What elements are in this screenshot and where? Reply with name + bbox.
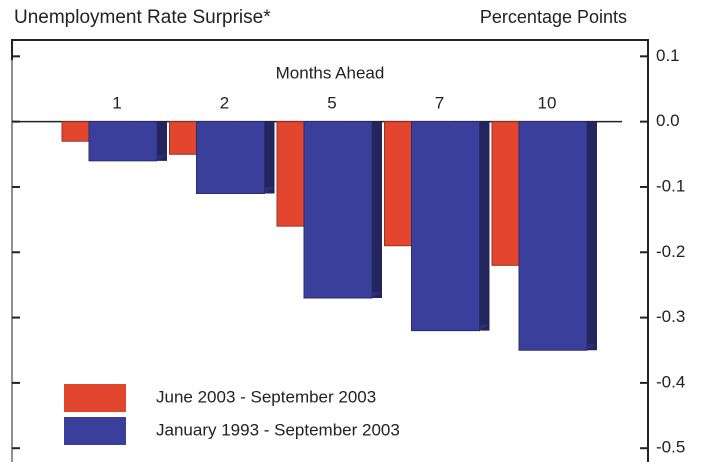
bar xyxy=(411,121,480,332)
bar xyxy=(88,121,158,162)
y-tick-label: -0.4 xyxy=(656,372,685,391)
bar xyxy=(303,121,373,299)
y-tick-label: 0.0 xyxy=(656,111,680,130)
y-tick-label: 0.1 xyxy=(656,46,680,65)
legend-swatch xyxy=(64,384,126,412)
y-axis-label: Percentage Points xyxy=(480,7,627,27)
bar-side xyxy=(479,121,490,331)
legend-label: January 1993 - September 2003 xyxy=(156,420,400,439)
legend-label: June 2003 - September 2003 xyxy=(156,387,376,406)
y-tick-label: -0.2 xyxy=(656,242,685,261)
x-tick-label: 5 xyxy=(327,93,336,112)
bar-side xyxy=(372,121,382,298)
chart-title: Unemployment Rate Surprise* xyxy=(14,7,271,28)
y-tick-label: -0.5 xyxy=(656,438,685,457)
x-tick-label: 7 xyxy=(435,93,444,112)
y-tick-label: -0.3 xyxy=(656,307,685,326)
x-tick-label: 10 xyxy=(538,93,557,112)
x-axis-label: Months Ahead xyxy=(276,63,385,82)
bar-side xyxy=(264,121,275,194)
x-tick-label: 2 xyxy=(220,93,229,112)
y-tick-label: -0.1 xyxy=(656,176,685,195)
bar-side xyxy=(587,121,597,351)
legend-swatch xyxy=(64,417,126,445)
bar-side xyxy=(157,121,167,161)
x-tick-label: 1 xyxy=(112,93,121,112)
bar xyxy=(196,121,265,194)
bar xyxy=(518,121,588,351)
